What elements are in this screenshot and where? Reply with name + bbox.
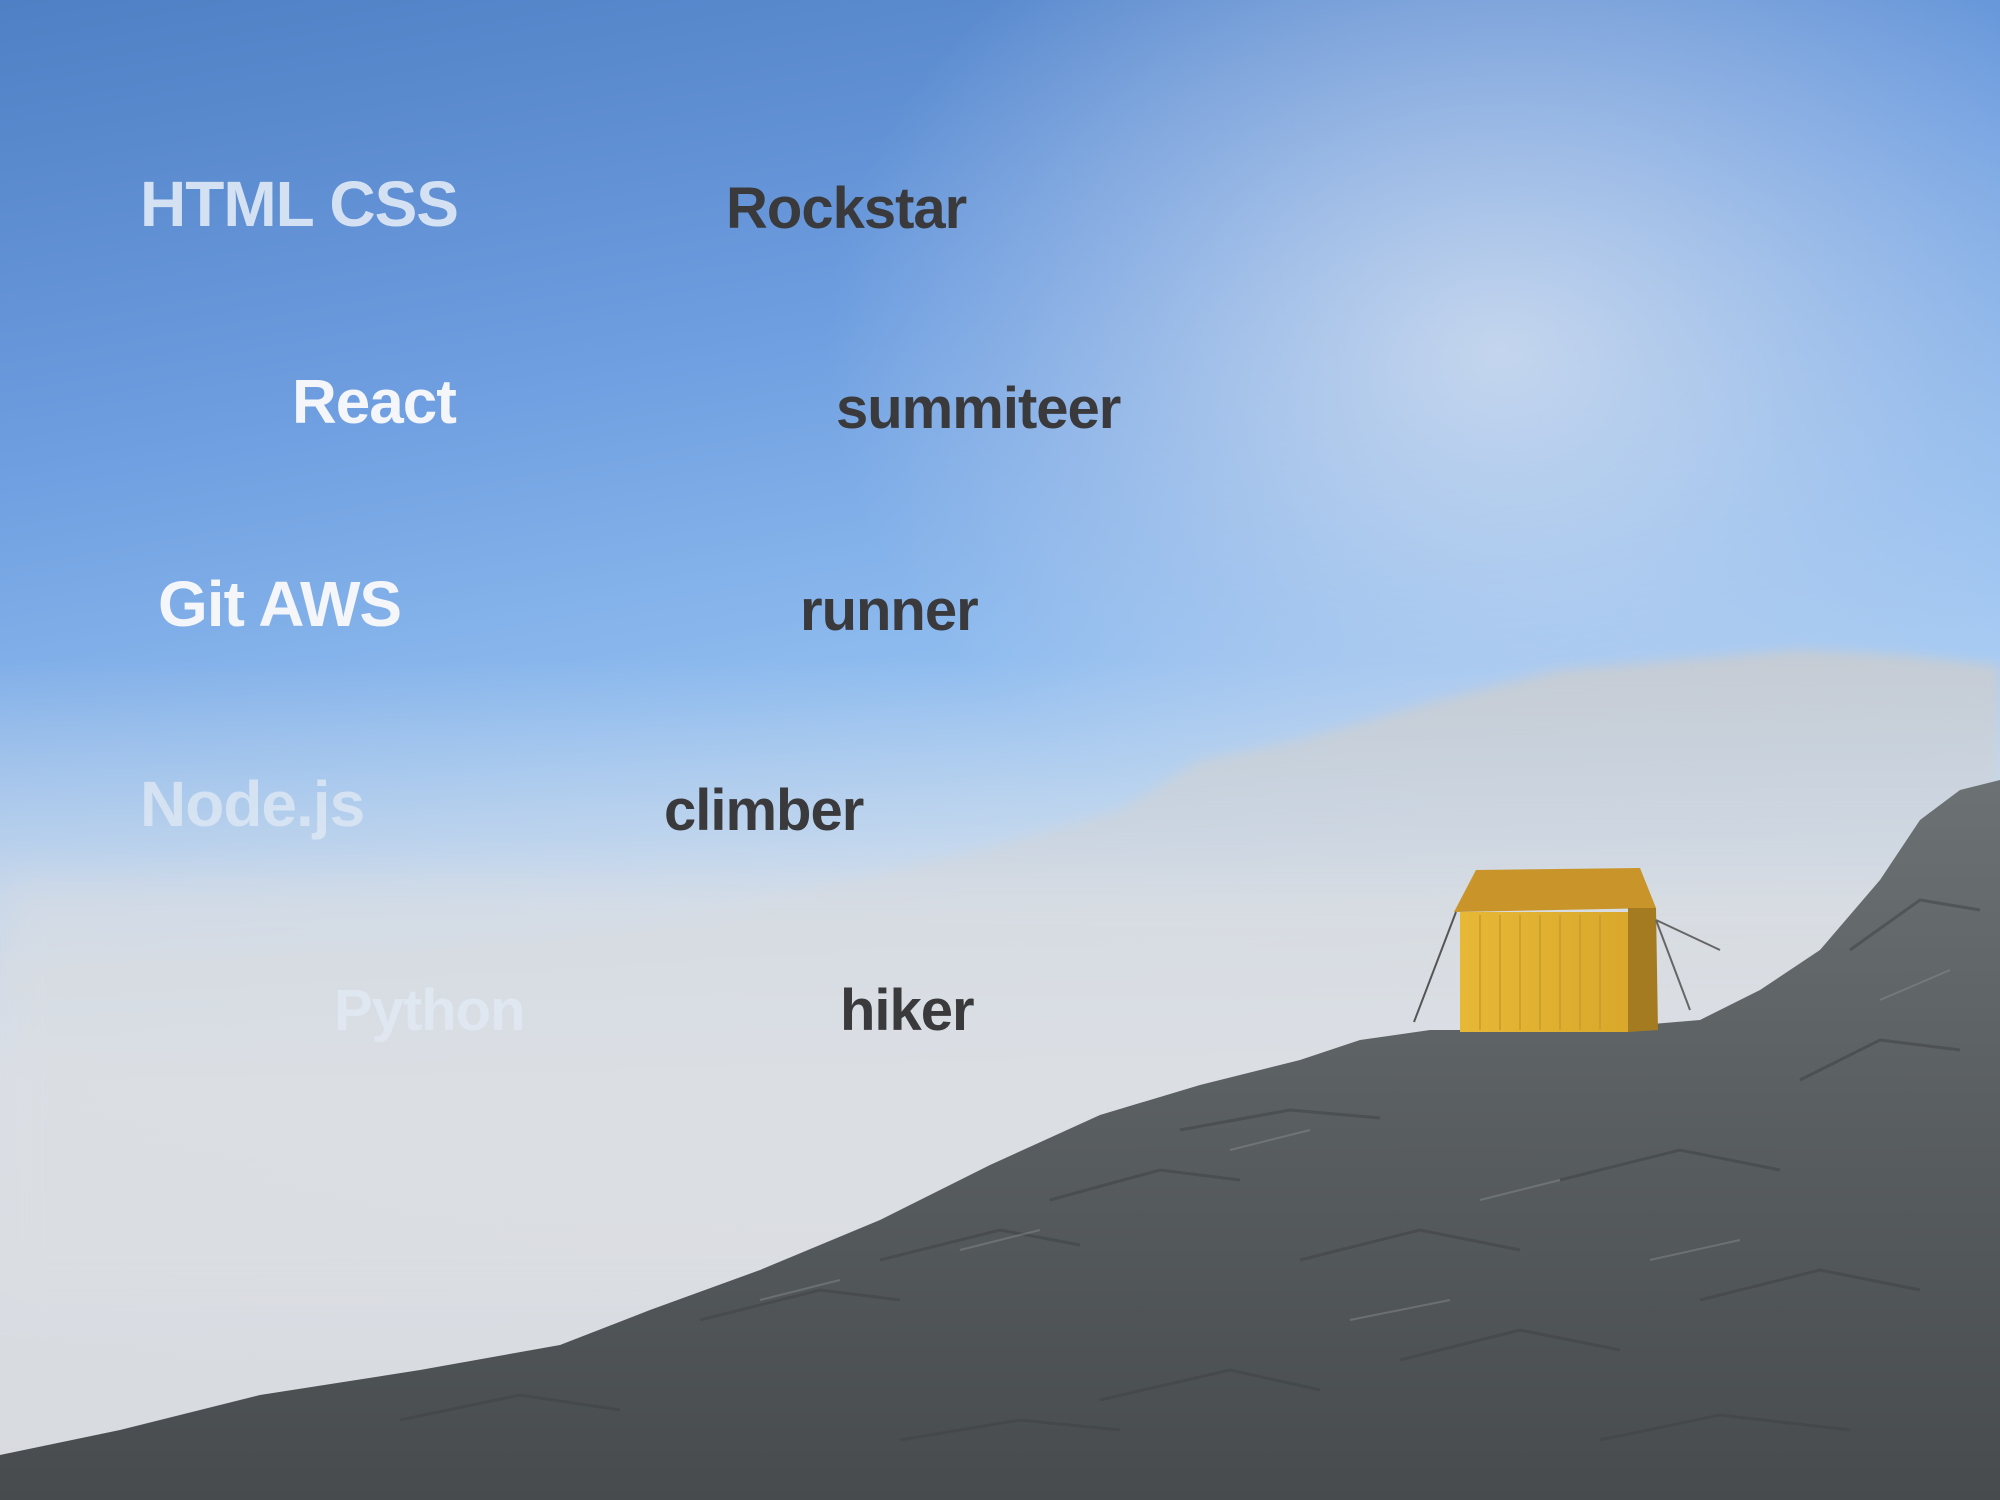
mountain-hut-icon	[1413, 868, 1721, 1032]
word-summiteer: summiteer	[836, 376, 1121, 441]
word-rockstar: Rockstar	[726, 176, 967, 241]
word-python: Python	[334, 978, 526, 1043]
word-git-aws: Git AWS	[158, 568, 402, 640]
foreground-slope	[0, 780, 2000, 1500]
word-html-css: HTML CSS	[140, 168, 459, 240]
word-runner: runner	[800, 578, 979, 643]
word-hiker: hiker	[840, 978, 975, 1043]
word-react: React	[292, 368, 457, 437]
word-nodejs: Node.js	[140, 768, 365, 840]
word-climber: climber	[664, 778, 864, 843]
